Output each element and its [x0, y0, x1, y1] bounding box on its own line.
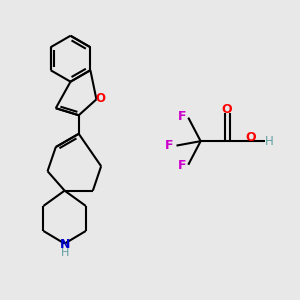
- Text: H: H: [60, 248, 69, 258]
- Text: F: F: [165, 139, 173, 152]
- Text: F: F: [178, 110, 187, 123]
- Text: O: O: [95, 92, 106, 105]
- Text: O: O: [222, 103, 232, 116]
- Text: H: H: [265, 135, 274, 148]
- Text: F: F: [178, 159, 187, 172]
- Text: N: N: [59, 238, 70, 251]
- Text: O: O: [245, 130, 256, 143]
